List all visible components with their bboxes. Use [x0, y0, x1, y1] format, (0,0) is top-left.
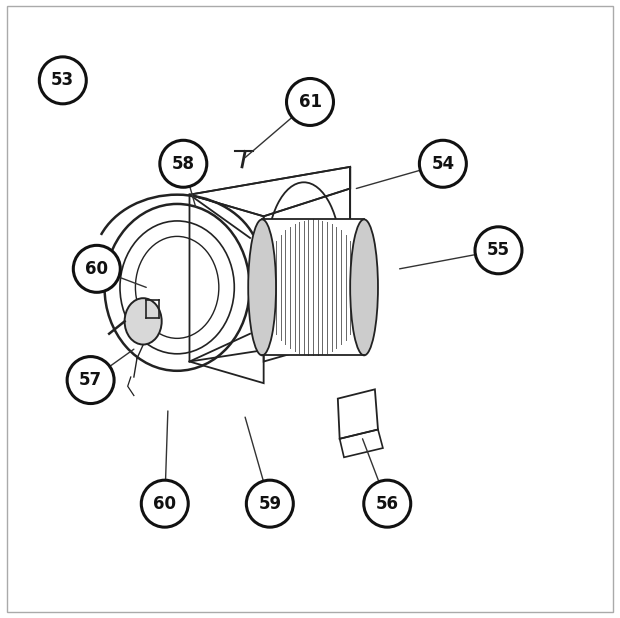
Ellipse shape [125, 298, 162, 345]
Ellipse shape [248, 219, 276, 355]
Text: 53: 53 [51, 71, 74, 90]
Circle shape [419, 140, 466, 187]
Circle shape [141, 480, 188, 527]
Circle shape [286, 78, 334, 125]
Text: 54: 54 [432, 154, 454, 173]
Text: 60: 60 [86, 260, 108, 278]
Circle shape [246, 480, 293, 527]
Circle shape [364, 480, 410, 527]
Text: 57: 57 [79, 371, 102, 389]
Text: 55: 55 [487, 241, 510, 260]
Circle shape [73, 245, 120, 292]
Text: 60: 60 [153, 494, 176, 513]
Circle shape [475, 227, 522, 274]
Polygon shape [262, 219, 364, 355]
Circle shape [39, 57, 86, 104]
Text: 61: 61 [298, 93, 322, 111]
Text: 58: 58 [172, 154, 195, 173]
Circle shape [67, 357, 114, 404]
Text: 59: 59 [259, 494, 281, 513]
Circle shape [160, 140, 207, 187]
Ellipse shape [350, 219, 378, 355]
Text: 56: 56 [376, 494, 399, 513]
